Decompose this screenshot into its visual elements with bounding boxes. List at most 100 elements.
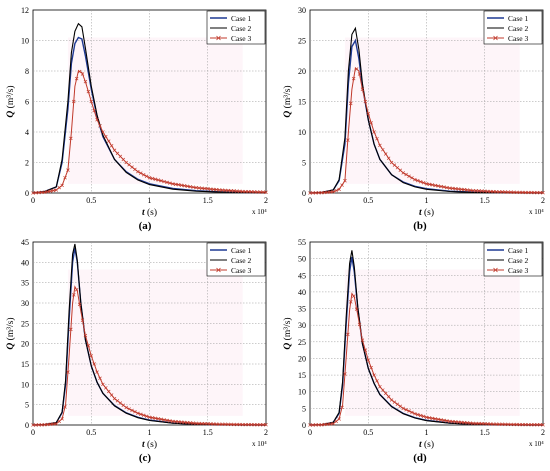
x-scale-label: x 10⁴	[252, 208, 267, 216]
series-marker-case-3	[453, 420, 458, 424]
series-marker-case-3	[328, 190, 333, 194]
series-marker-case-3	[459, 420, 464, 425]
y-tick-label: 55	[298, 238, 306, 247]
series-marker-case-3	[45, 189, 50, 194]
series-marker-case-3	[506, 190, 510, 194]
y-axis-label: Q (m³/s)	[5, 317, 16, 349]
series-marker-case-3	[314, 191, 318, 195]
series-marker-case-3	[74, 288, 79, 292]
legend-label-case-2: Case 2	[508, 24, 528, 33]
legend-label-case-2: Case 2	[231, 24, 251, 33]
series-marker-case-3	[69, 327, 73, 332]
series-marker-case-3	[121, 403, 126, 408]
series-marker-case-3	[261, 423, 265, 427]
series-marker-case-3	[369, 121, 373, 125]
series-marker-case-3	[541, 423, 545, 427]
series-marker-case-3	[118, 401, 123, 405]
series-marker-case-3	[101, 382, 105, 387]
series-line-case-2	[309, 26, 543, 194]
series-marker-case-3	[214, 187, 219, 192]
y-tick-label: 0	[25, 189, 29, 198]
series-marker-case-3	[357, 72, 362, 76]
series-marker-case-3	[63, 405, 67, 409]
series-marker-case-3	[421, 414, 426, 419]
series-marker-case-3	[86, 343, 91, 348]
series-marker-case-3	[491, 422, 496, 426]
series-marker-case-3	[523, 190, 528, 195]
series-marker-case-3	[497, 190, 502, 194]
series-marker-case-3	[322, 422, 327, 427]
series-marker-case-3	[66, 370, 70, 374]
series-marker-case-3	[468, 188, 472, 193]
series-marker-case-3	[208, 187, 213, 191]
series-marker-case-3	[509, 190, 513, 194]
legend-label-case-3: Case 3	[508, 266, 528, 275]
series-marker-case-3	[500, 422, 504, 427]
y-tick-label: 35	[298, 305, 306, 314]
series-marker-case-3	[191, 185, 195, 189]
series-marker-case-3	[424, 415, 429, 420]
series-marker-case-3	[445, 185, 449, 190]
series-marker-case-3	[150, 416, 155, 420]
y-tick-label: 10	[21, 380, 29, 389]
series-marker-case-3	[136, 169, 140, 174]
series-marker-case-3	[404, 172, 408, 177]
series-marker-case-3	[354, 307, 359, 311]
y-tick-label: 15	[21, 360, 29, 369]
series-marker-case-3	[488, 189, 493, 194]
series-marker-case-3	[512, 422, 516, 427]
series-marker-case-3	[92, 108, 96, 113]
x-tick-label: 1	[425, 196, 429, 205]
series-line-case-2	[309, 250, 544, 426]
y-tick-label: 45	[298, 271, 306, 280]
series-marker-case-3	[127, 163, 131, 167]
legend-label-case-3: Case 3	[508, 34, 528, 43]
series-marker-case-3	[448, 419, 452, 424]
series-marker-case-3	[232, 422, 236, 427]
series-marker-case-3	[535, 190, 539, 195]
legend-marker-case-3	[216, 35, 221, 41]
x-tick-label: 1.5	[203, 196, 213, 205]
series-marker-case-3	[197, 186, 201, 190]
series-marker-case-3	[109, 143, 114, 148]
series-marker-case-3	[226, 188, 230, 193]
series-marker-case-3	[130, 165, 134, 169]
series-marker-case-3	[442, 418, 446, 423]
y-tick-label: 6	[25, 98, 29, 107]
series-marker-case-3	[51, 188, 56, 193]
legend-label-case-1: Case 1	[231, 246, 251, 255]
series-marker-case-3	[529, 190, 534, 195]
series-marker-case-3	[173, 182, 178, 187]
series-marker-case-3	[206, 187, 210, 191]
x-axis-label: t (s)	[419, 207, 434, 218]
series-marker-case-3	[477, 421, 481, 426]
y-tick-label: 30	[298, 321, 306, 330]
series-marker-case-3	[194, 185, 198, 190]
series-marker-case-3	[240, 189, 245, 194]
series-marker-case-3	[503, 190, 507, 194]
series-marker-case-3	[413, 411, 417, 416]
x-tick-label: 1.5	[203, 428, 213, 437]
series-marker-case-3	[404, 407, 408, 412]
series-marker-case-3	[162, 179, 166, 184]
series-marker-case-3	[421, 181, 426, 185]
series-marker-case-3	[235, 422, 239, 427]
series-marker-case-3	[456, 187, 461, 191]
series-marker-case-3	[526, 422, 531, 427]
y-tick-label: 12	[21, 6, 29, 15]
series-marker-case-3	[337, 417, 341, 421]
series-line-case-2	[32, 22, 267, 194]
x-axis-label: t (s)	[142, 207, 157, 218]
y-tick-label: 5	[302, 404, 306, 413]
x-tick-label: 1	[148, 428, 152, 437]
series-marker-case-3	[430, 183, 435, 187]
series-marker-case-3	[60, 417, 64, 421]
series-marker-case-3	[220, 188, 225, 192]
series-marker-case-3	[109, 393, 114, 397]
series-marker-case-3	[48, 422, 53, 427]
series-marker-case-3	[366, 358, 370, 362]
series-marker-case-3	[381, 388, 385, 392]
series-marker-case-3	[483, 189, 487, 193]
